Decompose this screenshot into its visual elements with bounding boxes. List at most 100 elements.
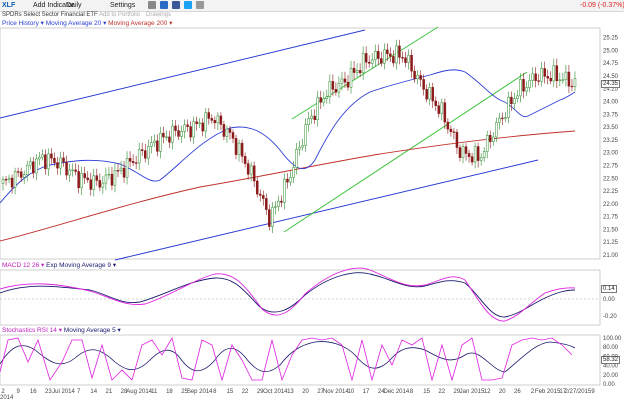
stoch-legend: Stochastics RSI 14 ▾ Moving Average 5 ▾ xyxy=(2,327,121,334)
time-axis-tick: Dec 2014 xyxy=(383,389,409,395)
candle-body xyxy=(252,165,256,182)
macd-last-tag: 0.14 xyxy=(601,285,617,293)
candle-body xyxy=(156,140,159,152)
email-icon[interactable] xyxy=(196,1,204,9)
price-axis-tick: 23.00 xyxy=(603,151,619,157)
legend-stoch-ma[interactable]: Moving Average 5 xyxy=(63,327,116,334)
interval-dropdown[interactable]: Daily xyxy=(66,2,82,9)
candle-body xyxy=(71,169,74,171)
year-label: 2014 xyxy=(0,395,14,401)
candle-body xyxy=(292,167,295,178)
candle-body xyxy=(22,174,26,178)
add-to-portfolio-link[interactable]: Add to Portfolio xyxy=(99,12,141,18)
stoch-last-tag: 58.32 xyxy=(601,356,621,364)
candle-body xyxy=(328,81,332,97)
candle-body xyxy=(25,164,29,175)
candle-body xyxy=(80,173,83,189)
candle-body xyxy=(35,158,38,174)
time-axis-tick: 27 xyxy=(317,389,324,395)
candle-body xyxy=(386,49,389,55)
price-axis-tick: 23.50 xyxy=(603,125,619,131)
candle-body xyxy=(304,124,307,146)
candle-body xyxy=(389,53,392,57)
add-indicator-button[interactable]: Add Indicator xyxy=(33,2,75,9)
candle-body xyxy=(125,158,129,178)
time-axis-tick: Sep 2014 xyxy=(187,389,213,395)
legend-ma20[interactable]: Moving Average 20 xyxy=(45,20,102,27)
candle-body xyxy=(1,179,5,184)
twitter-icon[interactable] xyxy=(184,1,192,9)
upper-green-channel-line[interactable] xyxy=(291,26,439,120)
macd-signal-line xyxy=(0,267,576,322)
candle-body xyxy=(464,146,468,154)
candle-body xyxy=(504,117,507,119)
candle-body xyxy=(41,154,44,158)
candle-body xyxy=(343,78,347,83)
subtitle-bar: SPDRs Select Sector Financial ETF Add to… xyxy=(0,11,624,20)
legend-stoch-rsi[interactable]: Stochastics RSI 14 xyxy=(2,327,57,334)
candle-body xyxy=(168,136,171,143)
candle-body xyxy=(213,120,217,124)
legend-ma200[interactable]: Moving Average 200 xyxy=(108,20,168,27)
candle-body xyxy=(507,96,510,118)
candle-body xyxy=(101,182,105,188)
candle-body xyxy=(195,121,198,125)
share-icon[interactable] xyxy=(160,1,168,9)
candle-body xyxy=(534,73,537,81)
candle-body xyxy=(567,71,571,87)
candle-body xyxy=(307,118,310,125)
lower-green-channel-line[interactable] xyxy=(283,71,528,233)
time-axis-tick: 16 xyxy=(30,389,37,395)
candle-body xyxy=(271,207,274,227)
candle-body xyxy=(370,59,374,64)
candle-body xyxy=(570,85,574,88)
legend-price-history[interactable]: Price History xyxy=(2,20,39,27)
time-axis-tick: 21 xyxy=(106,389,113,395)
upper-blue-channel-line[interactable] xyxy=(0,29,366,119)
legend-macd-ema[interactable]: Exp Moving Average 9 xyxy=(46,262,112,269)
candle-body xyxy=(373,51,377,61)
candle-body xyxy=(174,125,177,131)
candle-body xyxy=(153,140,156,144)
time-axis-tick: 15 xyxy=(423,389,430,395)
facebook-icon[interactable] xyxy=(172,1,180,9)
candle-body xyxy=(116,170,120,172)
price-axis-tick: 22.25 xyxy=(603,189,619,195)
ma200-line xyxy=(0,130,576,242)
candle-body xyxy=(434,100,438,106)
candle-body xyxy=(183,124,186,132)
candle-body xyxy=(337,82,341,93)
candle-body xyxy=(443,102,447,123)
candle-body xyxy=(525,87,528,92)
stoch-rsi-line xyxy=(0,336,573,382)
candle-body xyxy=(83,173,86,179)
candle-body xyxy=(422,79,425,90)
settings-button[interactable]: Settings xyxy=(110,2,136,9)
symbol-label[interactable]: XLF xyxy=(2,2,16,9)
legend-macd[interactable]: MACD 12 26 xyxy=(2,262,40,269)
print-icon[interactable] xyxy=(148,1,156,9)
drawings-link[interactable]: Drawings xyxy=(146,12,172,18)
candle-body xyxy=(128,158,132,162)
candle-body xyxy=(522,79,525,92)
candle-body xyxy=(277,200,280,207)
candle-body xyxy=(364,53,368,63)
candle-body xyxy=(107,173,111,176)
candle-body xyxy=(461,146,465,158)
price-axis: 25.25 25.00 24.75 24.50 24.25 24.00 23.75 23.50… xyxy=(603,36,622,388)
candle-body xyxy=(28,161,32,166)
time-axis-tick: 13 xyxy=(287,389,294,395)
price-axis-tick: 22.00 xyxy=(603,202,619,208)
price-change: -0.09 (-0.37%) xyxy=(580,2,624,9)
candle-body xyxy=(361,53,365,74)
candle-body xyxy=(216,115,220,124)
candle-body xyxy=(44,154,47,170)
lower-blue-channel-line[interactable] xyxy=(114,159,539,261)
time-axis-tick: 20 xyxy=(302,389,309,395)
stoch-axis-tick: 40.00 xyxy=(603,364,619,370)
candle-body xyxy=(113,170,117,186)
candle-body xyxy=(543,68,546,77)
time-axis-tick: 12 xyxy=(484,389,491,395)
candle-body xyxy=(47,153,50,170)
